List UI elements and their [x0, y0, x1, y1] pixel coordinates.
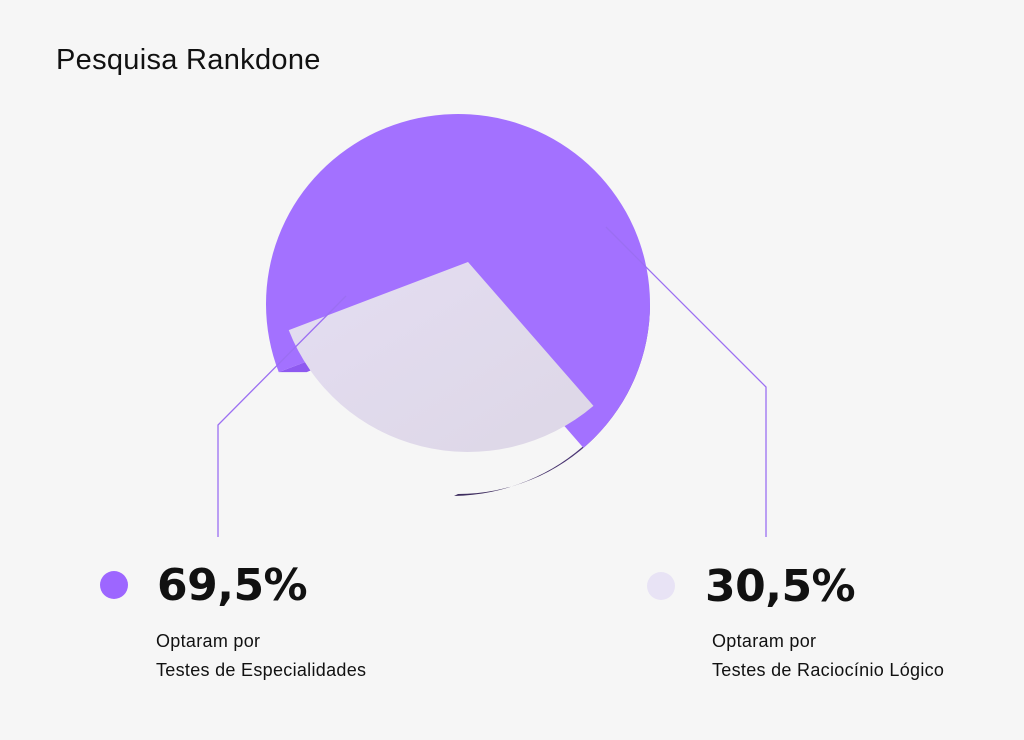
slice-description-line1: Optaram por	[156, 631, 261, 651]
slice-description-line2: Testes de Especialidades	[156, 660, 367, 680]
pie-slice-raciocinio	[288, 262, 594, 452]
slice-description-raciocinio: Optaram por Testes de Raciocínio Lógico	[712, 627, 944, 685]
leader-line-raciocinio	[605, 226, 767, 537]
slice-description-line2: Testes de Raciocínio Lógico	[712, 660, 945, 680]
legend-dot-especialidades	[100, 571, 128, 599]
legend-dot-raciocinio	[647, 572, 675, 600]
slice-description-especialidades: Optaram por Testes de Especialidades	[156, 627, 366, 685]
slice-percentage-especialidades: 69,5%	[157, 560, 308, 611]
slice-description-line1: Optaram por	[712, 631, 817, 651]
chart-title: Pesquisa Rankdone	[56, 44, 321, 76]
slice-percentage-raciocinio: 30,5%	[705, 561, 856, 612]
leader-line-especialidades	[217, 295, 347, 537]
